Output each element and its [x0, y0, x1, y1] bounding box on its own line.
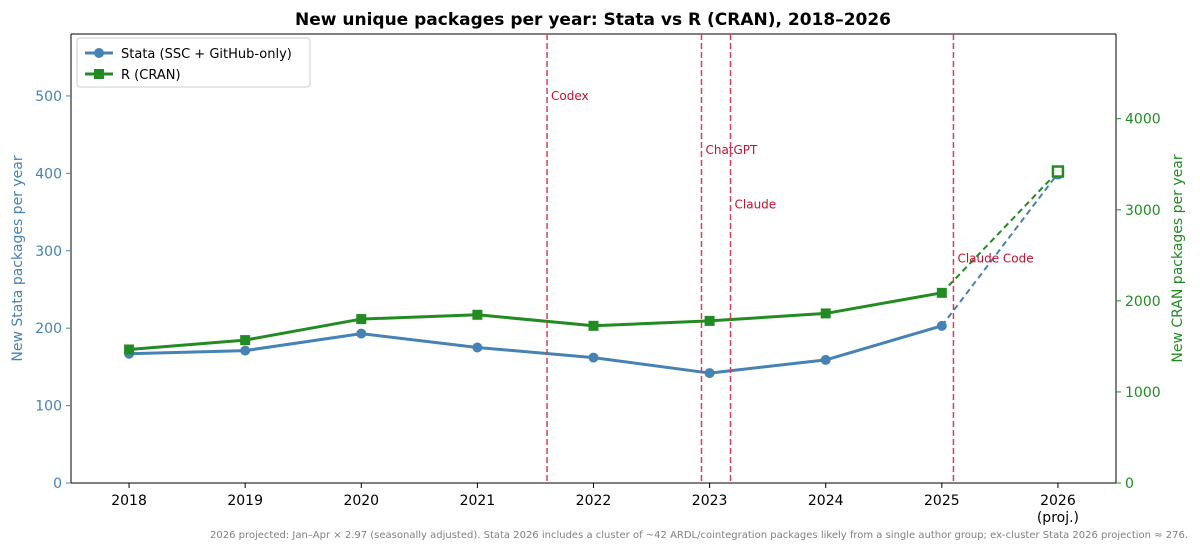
legend-label: R (CRAN): [121, 68, 181, 83]
legend-entry: Stata (SSC + GitHub-only): [85, 47, 292, 62]
data-point: [124, 344, 135, 355]
data-point: [936, 287, 947, 298]
right-y-tick-label: 2000: [1125, 294, 1161, 310]
data-point: [936, 320, 947, 331]
right-y-tick-label: 3000: [1125, 203, 1161, 219]
x-tick-label: 2025: [924, 493, 960, 509]
right-y-axis-label: New CRAN packages per year: [1170, 154, 1186, 362]
projected-line: [941, 172, 1059, 327]
legend-box: [76, 37, 311, 88]
data-point: [704, 368, 715, 379]
projected-line: [941, 170, 1059, 294]
chart-title: New unique packages per year: Stata vs R…: [295, 10, 891, 30]
data-point: [820, 308, 831, 319]
left-y-tick-label: 100: [35, 399, 62, 415]
data-point: [588, 320, 599, 331]
left-y-axis-label: New Stata packages per year: [10, 155, 26, 361]
left-y-tick-label: 200: [35, 321, 62, 337]
legend-entry: R (CRAN): [85, 68, 181, 83]
footnote: 2026 projected: Jan–Apr × 2.97 (seasonal…: [210, 530, 1188, 541]
series-stata: [124, 167, 1064, 379]
x-tick-label: 2019: [227, 493, 263, 509]
x-tick-label: 2023: [692, 493, 728, 509]
x-tick-label: 2020: [343, 493, 379, 509]
left-y-tick-label: 500: [35, 89, 62, 105]
x-tick-label: 2024: [808, 493, 844, 509]
data-point: [588, 352, 599, 363]
right-y-tick-label: 4000: [1125, 112, 1161, 128]
series-r-cran: [124, 165, 1065, 355]
legend: Stata (SSC + GitHub-only) R (CRAN): [76, 37, 311, 88]
left-y-tick-label: 0: [53, 476, 62, 492]
event-label: Claude Code: [957, 252, 1033, 266]
projected-point: [1051, 165, 1065, 178]
plot-marks: [124, 165, 1065, 379]
x-tick-label: 2026: [1040, 493, 1076, 509]
data-point: [820, 354, 831, 365]
x-tick-label: 2021: [460, 493, 496, 509]
x-tick-label: 2022: [576, 493, 612, 509]
event-label: ChatGPT: [705, 143, 758, 157]
data-point: [240, 335, 251, 346]
data-point: [472, 342, 483, 353]
legend-label: Stata (SSC + GitHub-only): [121, 47, 292, 62]
data-point: [240, 345, 251, 356]
event-label: Codex: [551, 89, 589, 103]
x-tick-sublabel: (proj.): [1037, 510, 1079, 526]
data-point: [356, 314, 367, 325]
data-point: [472, 309, 483, 320]
data-point: [356, 328, 367, 339]
left-y-tick-label: 400: [35, 166, 62, 182]
legend-swatch-marker: [94, 48, 104, 58]
event-markers: Codex ChatGPT Claude Claude Code: [546, 34, 1034, 483]
data-point: [704, 315, 715, 326]
axes: 2018 2019 2020 2021 2022 2023 2024 2025 2026(pro…: [10, 33, 1186, 526]
event-label: Claude: [735, 197, 777, 211]
left-y-tick-label: 300: [35, 244, 62, 260]
x-tick-label: 2018: [111, 493, 147, 509]
legend-swatch-marker: [94, 69, 104, 79]
right-y-tick-label: 1000: [1125, 385, 1161, 401]
right-y-tick-label: 0: [1125, 476, 1134, 492]
series-line: [129, 324, 943, 375]
series-line: [128, 291, 943, 351]
